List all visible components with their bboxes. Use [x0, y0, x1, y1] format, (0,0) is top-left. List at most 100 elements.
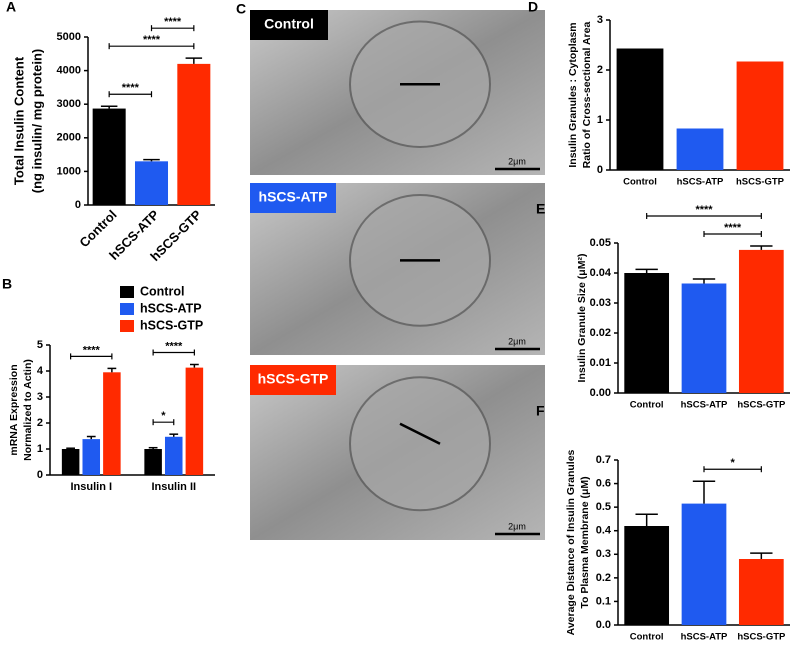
bar	[738, 559, 784, 625]
significance-label: ****	[695, 204, 713, 216]
y-tick-label: 0.04	[590, 267, 612, 279]
bar	[738, 249, 784, 393]
y-tick-label: 2000	[57, 132, 81, 144]
image-label: hSCS-ATP	[259, 189, 328, 205]
x-tick-label: Control	[76, 207, 119, 250]
y-tick-label: 0.7	[596, 454, 611, 466]
bar	[616, 48, 664, 170]
bar	[624, 273, 670, 393]
x-tick-label: hSCS-GTP	[736, 177, 785, 188]
x-tick-label: Insulin II	[151, 481, 196, 493]
y-tick-label: 0.5	[596, 501, 611, 513]
y-tick-label: 0	[75, 199, 81, 211]
y-tick-label: 5	[37, 339, 43, 351]
y-tick-label: 0.02	[590, 327, 611, 339]
bar	[681, 503, 727, 625]
image-label-box	[250, 365, 336, 395]
y-axis-label: Ratio of Cross-sectional Area	[581, 22, 593, 169]
legend-swatch	[120, 303, 134, 315]
x-tick-label: hSCS-ATP	[681, 632, 728, 643]
y-tick-label: 2	[37, 417, 43, 429]
y-tick-label: 0.05	[590, 237, 611, 249]
significance-label: ****	[122, 82, 140, 94]
y-axis-label: Average Distance of Insulin Granules	[565, 449, 577, 635]
y-tick-label: 3	[37, 391, 43, 403]
y-tick-label: 0	[37, 469, 43, 481]
y-tick-label: 0.00	[590, 387, 611, 399]
scale-bar-label: 2μm	[508, 156, 526, 166]
y-tick-label: 0.3	[596, 548, 611, 560]
bar	[185, 367, 204, 475]
legend-swatch	[120, 286, 134, 298]
y-tick-label: 4	[37, 365, 44, 377]
significance-label: ****	[164, 16, 182, 28]
scale-bar-label: 2μm	[508, 521, 526, 531]
bar	[92, 108, 126, 205]
x-tick-label: hSCS-ATP	[681, 400, 728, 411]
x-tick-label: Control	[623, 177, 657, 188]
significance-label: ****	[724, 222, 742, 234]
y-tick-label: 5000	[57, 31, 81, 43]
y-tick-label: 3000	[57, 98, 81, 110]
bar	[164, 436, 183, 475]
legend-label: hSCS-GTP	[140, 318, 203, 332]
image-label: hSCS-GTP	[258, 371, 329, 387]
y-tick-label: 0.01	[590, 357, 611, 369]
x-tick-label: Control	[630, 400, 664, 411]
x-tick-label: Insulin I	[70, 481, 112, 493]
bar	[676, 128, 724, 170]
nucleus	[349, 376, 491, 512]
y-tick-label: 1000	[57, 165, 81, 177]
y-tick-label: 0.0	[596, 619, 611, 631]
legend-label: hSCS-ATP	[140, 301, 202, 315]
y-axis-label: mRNA Expression	[8, 364, 20, 455]
x-tick-label: hSCS-GTP	[737, 400, 786, 411]
y-axis-label: Insulin Granules : Cytoplasm	[567, 22, 579, 167]
arrow	[399, 422, 441, 445]
bar	[736, 61, 784, 170]
panel-label: E	[536, 201, 545, 217]
significance-label: *	[731, 457, 736, 469]
y-tick-label: 2	[597, 64, 603, 76]
panel-label: A	[6, 0, 16, 15]
bar	[681, 283, 727, 393]
image-label-box	[250, 10, 328, 40]
y-tick-label: 0.2	[596, 572, 611, 584]
x-tick-label: hSCS-GTP	[737, 632, 786, 643]
y-tick-label: 1	[597, 114, 603, 126]
legend-swatch	[120, 320, 134, 332]
panel-label: C	[236, 1, 246, 17]
panel-label: B	[2, 276, 12, 292]
y-axis-label: Total Insulin Content	[11, 56, 26, 185]
bar	[82, 439, 101, 475]
significance-label: ****	[165, 340, 183, 352]
bar	[624, 526, 670, 625]
bar	[61, 449, 80, 475]
y-tick-label: 3	[597, 14, 603, 26]
x-tick-label: Control	[630, 632, 664, 643]
y-tick-label: 0.4	[596, 525, 612, 537]
y-tick-label: 4000	[57, 65, 81, 77]
bar	[177, 63, 211, 205]
y-tick-label: 0.6	[596, 477, 611, 489]
legend-label: Control	[140, 284, 184, 298]
image-label-box	[250, 183, 336, 213]
scale-bar-label: 2μm	[508, 336, 526, 346]
significance-label: ****	[83, 344, 101, 356]
y-axis-label: Normalized to Actin)	[22, 359, 34, 461]
y-tick-label: 0.1	[596, 595, 611, 607]
y-tick-label: 0	[597, 164, 603, 176]
significance-label: ****	[143, 34, 161, 46]
significance-label: *	[161, 410, 166, 422]
image-label: Control	[264, 16, 314, 32]
bar	[134, 161, 169, 205]
y-tick-label: 0.03	[590, 297, 611, 309]
panel-label: F	[536, 403, 545, 419]
bar	[103, 372, 121, 475]
panel-label: D	[528, 0, 538, 15]
y-axis-label: Insulin Granule Size (μM²)	[576, 254, 588, 383]
y-tick-label: 1	[37, 443, 43, 455]
bar	[144, 449, 162, 475]
y-axis-label: To Plasma Membrane (μM)	[579, 476, 591, 608]
